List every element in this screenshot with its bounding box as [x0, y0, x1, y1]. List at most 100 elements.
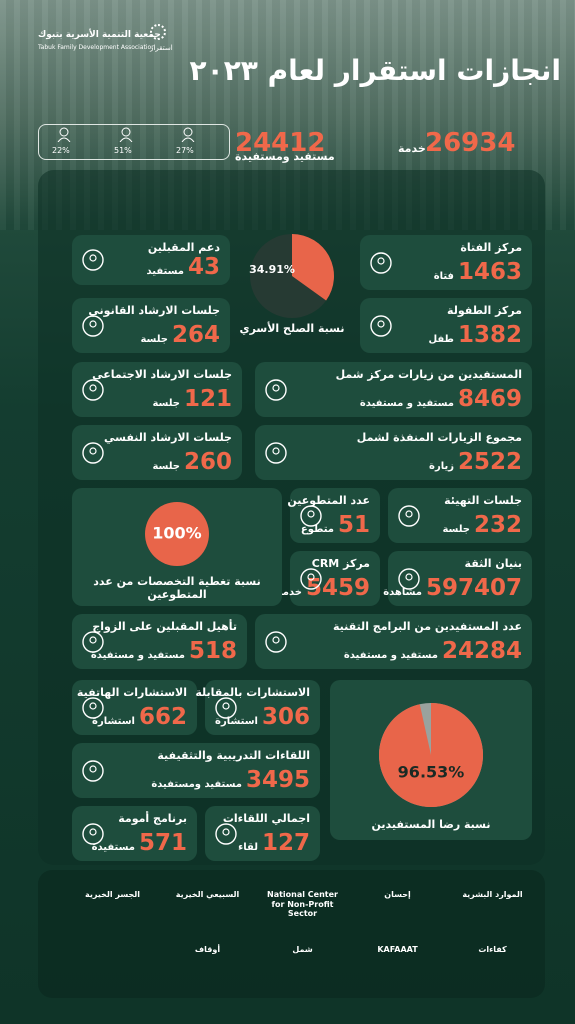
demographic-percent: 51% — [114, 146, 132, 155]
tile-value: 43مستفيد — [146, 254, 220, 280]
summary-number: 26934 — [425, 128, 516, 158]
tile-value: 51متطوع — [301, 512, 370, 538]
tile-unit: لقاء — [238, 842, 258, 853]
tile-unit: مستفيد و مستفيدة — [343, 650, 438, 661]
tile-title: اللقاءات التدريبية والتثقيفية — [157, 749, 310, 762]
tile-title: جلسات الارشاد النفسي — [104, 431, 232, 444]
stat-tile: دعم المقبلين 43مستفيد — [72, 235, 230, 285]
tile-title: الاستشارات بالمقابلة — [195, 686, 310, 699]
demographic-percent: 27% — [176, 146, 194, 155]
icon-dot — [377, 256, 385, 265]
icon-dot — [222, 701, 230, 710]
tile-value: 8469مستفيد و مستفيدة — [360, 386, 522, 412]
tile-number: 260 — [183, 449, 232, 475]
tile-number: 8469 — [457, 386, 522, 412]
tile-number: 24284 — [441, 638, 522, 664]
icon-body — [57, 137, 71, 142]
tile-value: 5459خدمة — [277, 575, 370, 601]
icon-body — [119, 137, 133, 142]
icon-shape — [370, 251, 392, 274]
tile-unit: مستفيد و مستفيدة — [359, 398, 454, 409]
icon-dot — [89, 383, 97, 392]
stat-tile: مركز CRM 5459خدمة — [277, 551, 380, 606]
tile-value: 662استشارة — [92, 704, 187, 730]
tile-icon — [82, 249, 104, 271]
tile-number: 662 — [138, 704, 187, 730]
tile-title: بنيان الثقة — [464, 557, 522, 570]
tile-title: اجمالي اللقاءات — [222, 812, 310, 825]
tile-number: 127 — [261, 830, 310, 856]
tile-title: مركز الفتاة — [460, 241, 522, 254]
icon-shape — [82, 314, 104, 337]
org-name-ar: جمعية التنمية الأسرية بتبوك — [38, 30, 161, 40]
summary-unit: خدمة — [398, 142, 426, 155]
tile-unit: مستفيد — [146, 266, 184, 277]
stat-tile: عدد المستفيدين من البرامج التقنية 24284مس… — [255, 614, 532, 669]
icon-shape — [370, 314, 392, 337]
icon-head — [121, 127, 131, 137]
tile-icon — [265, 630, 287, 653]
icon-dot — [89, 254, 97, 262]
stat-tile: مركز الطفولة 1382طفل — [360, 298, 532, 353]
person-icon — [119, 127, 133, 142]
tile-unit: مستفيدة — [91, 842, 135, 853]
tile-number: 232 — [473, 512, 522, 538]
summary-unit: مستفيد ومستفيدة — [235, 150, 335, 163]
icon-shape — [300, 567, 322, 590]
tile-number: 121 — [183, 386, 232, 412]
icon-dot — [405, 509, 413, 518]
tile-icon — [82, 822, 104, 845]
tile-number: 1463 — [457, 259, 522, 285]
tile-unit: استشارة — [215, 716, 258, 727]
stat-tile: بنيان الثقة 597407مشاهدة — [383, 551, 532, 606]
tile-unit: مشاهدة — [383, 587, 422, 598]
tile-icon — [82, 378, 104, 401]
tile-title: تأهيل المقبلين على الزواج — [92, 620, 237, 633]
stat-tile: الاستشارات بالمقابلة 306استشارة — [195, 680, 320, 735]
tile-value: 518مستفيد و مستفيدة — [91, 638, 237, 664]
tile-unit: خدمة — [276, 587, 302, 598]
tile-unit: متطوع — [300, 524, 334, 535]
tile-number: 264 — [171, 322, 220, 348]
tile-icon — [398, 567, 420, 590]
title: انجازات استقرار لعام ٢٠٢٣ — [189, 54, 561, 87]
icon-shape — [265, 378, 287, 401]
tile-number: 306 — [261, 704, 310, 730]
tile-number: 1382 — [457, 322, 522, 348]
icon-head — [59, 127, 69, 137]
tile-unit: طفل — [428, 334, 454, 345]
icon-dot — [272, 383, 280, 392]
partner-logo: الجسر الخيرية — [84, 890, 141, 899]
partner-logo: كفاءات — [478, 945, 507, 954]
brand: استقرار — [150, 44, 173, 52]
person-icon — [181, 127, 195, 142]
tile-title: عدد المستفيدين من البرامج التقنية — [333, 620, 522, 633]
tile-value: 260جلسة — [152, 449, 232, 475]
icon-shape — [82, 759, 104, 782]
tile-number: 2522 — [457, 449, 522, 475]
tile-icon — [300, 567, 322, 590]
tile-value: 1382طفل — [428, 322, 522, 348]
icon-shape — [265, 630, 287, 653]
icon-shape — [82, 249, 104, 271]
stat-tile: مركز الفتاة 1463فتاة — [360, 235, 532, 290]
icon-head — [183, 127, 193, 137]
icon-dot — [307, 509, 315, 518]
icon-shape — [82, 630, 104, 653]
stat-tile: مجموع الزيارات المنفذة لشمل 2522زيارة — [255, 425, 532, 480]
tile-number: 571 — [138, 830, 187, 856]
stat-tile: الاستشارات الهاتفية 662استشارة — [72, 680, 197, 735]
tile-icon — [82, 314, 104, 337]
tile-icon — [265, 378, 287, 401]
tile-icon — [300, 504, 322, 527]
pie-tile — [330, 680, 532, 840]
logo-mark — [150, 24, 166, 40]
tile-unit: مستفيد ومستفيدة — [151, 779, 242, 790]
icon-dot — [89, 764, 97, 773]
tile-unit: زيارة — [429, 461, 454, 472]
tile-value: 597407مشاهدة — [383, 575, 522, 601]
icon-dot — [377, 319, 385, 328]
pie-caption: نسبة رضا المستفيدين — [371, 818, 491, 831]
tile-title: الاستشارات الهاتفية — [76, 686, 187, 699]
tile-title: المستفيدين من زيارات مركز شمل — [335, 368, 522, 381]
